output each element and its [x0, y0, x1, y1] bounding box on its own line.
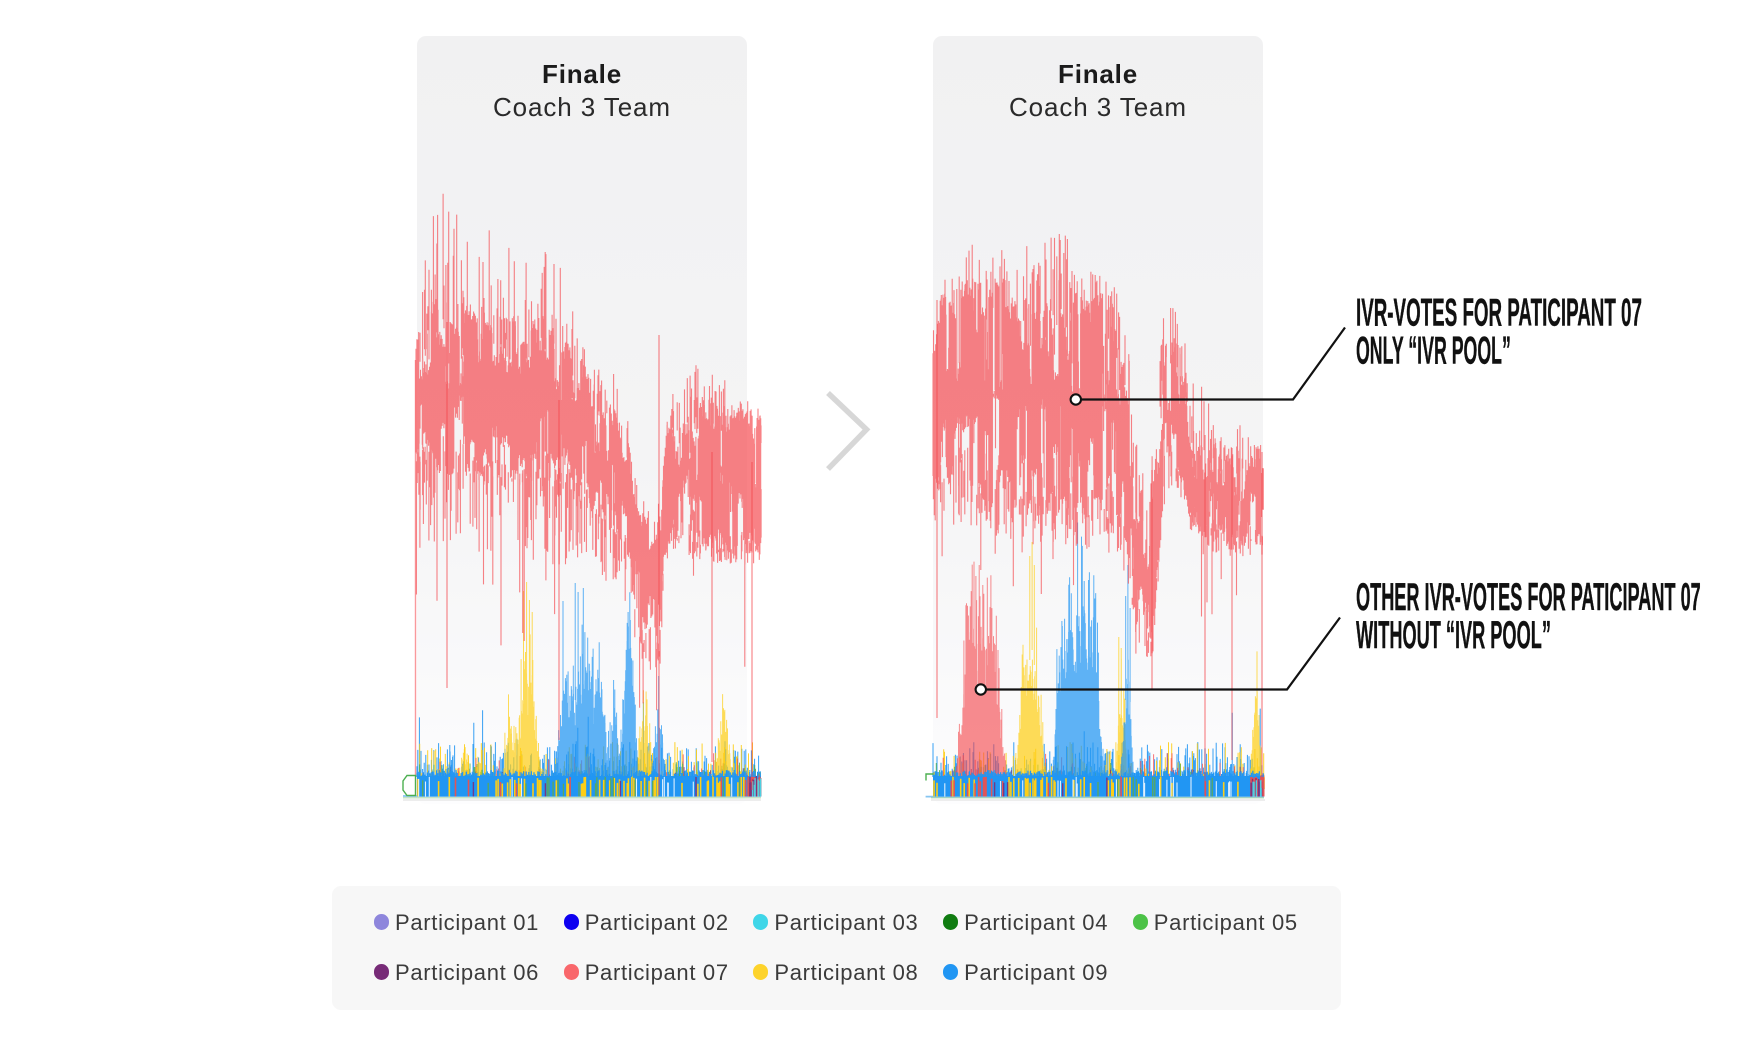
svg-text:IVR-VOTES FOR PATICIPANT 07: IVR-VOTES FOR PATICIPANT 07: [1356, 292, 1642, 334]
svg-text:ONLY “IVR POOL”: ONLY “IVR POOL”: [1356, 330, 1511, 372]
svg-text:OTHER IVR-VOTES FOR PATICIPANT: OTHER IVR-VOTES FOR PATICIPANT 07: [1356, 577, 1701, 619]
svg-text:WITHOUT “IVR POOL”: WITHOUT “IVR POOL”: [1356, 615, 1551, 657]
